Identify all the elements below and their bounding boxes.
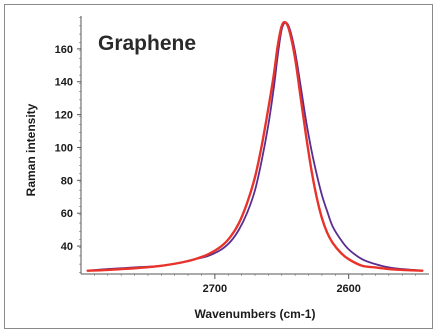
x-axis-title: Wavenumbers (cm-1) [195, 307, 316, 321]
y-tick-label: 80 [61, 175, 73, 187]
x-tick-label: 2700 [203, 283, 227, 295]
fit-curve-line [86, 20, 424, 272]
chart-title: Graphene [98, 32, 196, 55]
y-tick-label: 140 [55, 77, 73, 89]
y-tick-label: 160 [55, 44, 73, 56]
x-tick-label: 2600 [336, 283, 360, 295]
y-axis-title: Raman intensity [24, 103, 38, 196]
y-tick-label: 100 [55, 142, 73, 154]
y-tick-label: 60 [61, 208, 73, 220]
y-tick-label: 120 [55, 110, 73, 122]
y-tick-label: 40 [61, 241, 73, 253]
plot-area [81, 16, 429, 274]
